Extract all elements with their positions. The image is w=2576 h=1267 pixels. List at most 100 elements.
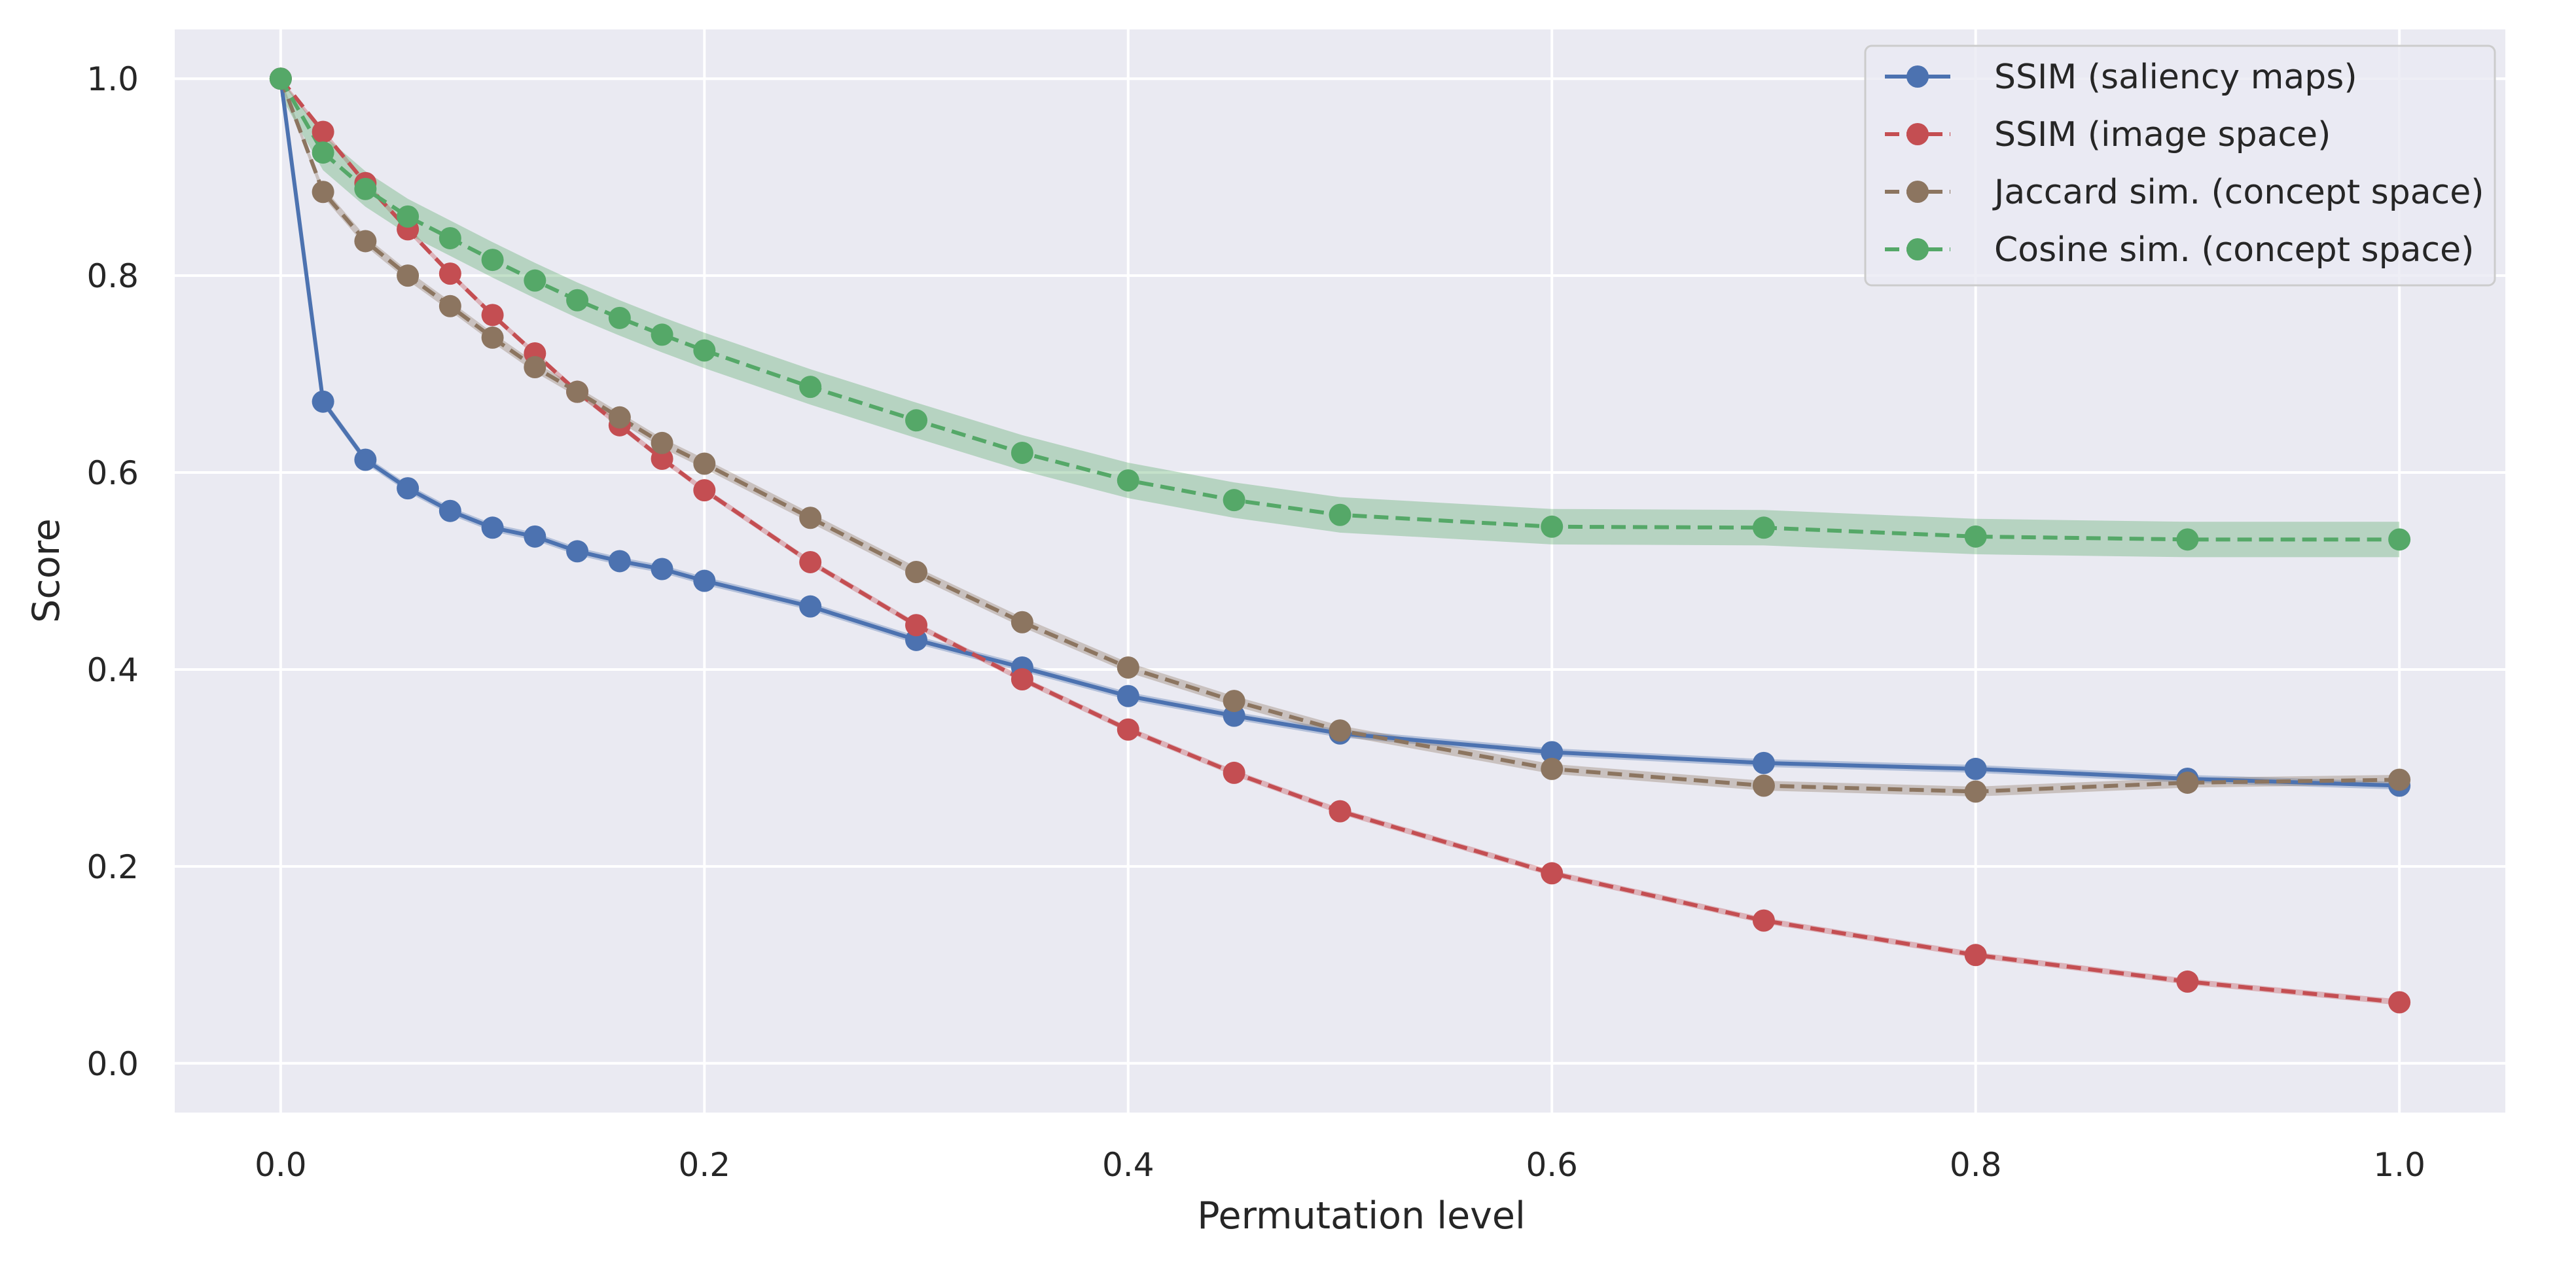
- legend-label: Jaccard sim. (concept space): [1992, 173, 2484, 212]
- data-point: [1752, 516, 1775, 539]
- data-point: [1011, 668, 1033, 690]
- data-point: [1329, 800, 1351, 823]
- legend: SSIM (saliency maps) SSIM (image space) Ja…: [1864, 45, 2496, 287]
- data-point: [1964, 757, 1987, 780]
- legend-label: Cosine sim. (concept space): [1994, 230, 2474, 270]
- series-line-1: [279, 77, 2400, 1005]
- data-point: [1964, 944, 1987, 967]
- legend-entry: SSIM (saliency maps): [1885, 58, 2357, 97]
- data-point: [1011, 441, 1033, 464]
- data-point: [693, 452, 716, 475]
- y-axis-label: Score: [25, 518, 68, 623]
- data-point: [312, 141, 334, 164]
- data-point: [651, 447, 673, 470]
- legend-marker: [1906, 238, 1929, 260]
- data-point: [354, 177, 377, 200]
- data-point: [481, 326, 504, 349]
- legend-box: [1864, 45, 2496, 287]
- data-point: [1117, 656, 1139, 679]
- data-point: [524, 525, 546, 548]
- data-point: [1541, 862, 1564, 885]
- data-point: [799, 550, 822, 573]
- y-tick-label: 0.0: [86, 1045, 139, 1083]
- data-point: [1223, 690, 1245, 713]
- legend-entry: SSIM (image space): [1885, 115, 2331, 154]
- x-tick-label: 0.8: [1950, 1146, 2002, 1184]
- data-point: [1541, 757, 1564, 780]
- data-point: [1752, 774, 1775, 797]
- data-point: [651, 558, 673, 580]
- data-point: [566, 289, 589, 312]
- data-point: [354, 448, 377, 471]
- data-point: [2176, 970, 2199, 993]
- x-tick-label: 0.2: [679, 1146, 731, 1184]
- y-axis-ticks: 0.0 0.2 0.4 0.6 0.8 1.0: [86, 60, 139, 1083]
- data-point: [524, 356, 546, 379]
- data-point: [2388, 991, 2411, 1014]
- data-point: [1964, 780, 1987, 803]
- data-point: [651, 323, 673, 346]
- data-point: [799, 595, 822, 618]
- data-point: [1752, 751, 1775, 774]
- data-point: [438, 294, 461, 317]
- data-point: [1223, 761, 1245, 784]
- data-point: [1329, 719, 1351, 742]
- data-point: [438, 226, 461, 249]
- data-point: [2388, 768, 2411, 791]
- x-axis-ticks: 0.0 0.2 0.4 0.6 0.8 1.0: [255, 1146, 2425, 1184]
- data-point: [2176, 528, 2199, 551]
- y-tick-label: 0.2: [86, 848, 139, 886]
- data-point: [693, 479, 716, 502]
- series-line-0: [278, 78, 2400, 788]
- data-point: [693, 569, 716, 592]
- x-axis-label: Permutation level: [1197, 1194, 1526, 1238]
- data-point: [438, 499, 461, 522]
- data-point: [312, 120, 334, 143]
- series-markers-3: [269, 67, 2411, 551]
- data-point: [481, 516, 504, 539]
- data-point: [905, 409, 928, 432]
- legend-marker: [1906, 65, 1929, 88]
- legend-marker: [1906, 123, 1929, 145]
- data-point: [1329, 503, 1351, 526]
- legend-entry: Cosine sim. (concept space): [1885, 230, 2474, 270]
- data-point: [566, 540, 589, 563]
- data-point: [608, 406, 631, 429]
- data-point: [799, 376, 822, 399]
- series-points: [269, 67, 2411, 1014]
- y-tick-label: 0.4: [86, 651, 139, 689]
- data-point: [1541, 741, 1564, 764]
- data-point: [354, 230, 377, 253]
- series-line-3: [279, 77, 2400, 542]
- data-point: [312, 390, 334, 413]
- data-point: [312, 181, 334, 204]
- y-tick-label: 0.8: [86, 257, 139, 295]
- legend-label: SSIM (saliency maps): [1994, 58, 2357, 97]
- data-point: [608, 306, 631, 329]
- data-point: [608, 550, 631, 573]
- data-point: [799, 507, 822, 529]
- x-tick-label: 0.0: [255, 1146, 307, 1184]
- data-point: [397, 264, 420, 287]
- data-point: [438, 262, 461, 285]
- data-point: [651, 431, 673, 454]
- data-point: [1223, 489, 1245, 512]
- data-point: [1964, 525, 1987, 548]
- data-point: [566, 380, 589, 403]
- data-point: [1117, 469, 1139, 492]
- x-tick-label: 0.4: [1102, 1146, 1154, 1184]
- x-tick-label: 1.0: [2373, 1146, 2425, 1184]
- data-point: [481, 249, 504, 272]
- data-point: [905, 614, 928, 637]
- y-tick-label: 0.6: [86, 454, 139, 492]
- data-point: [269, 67, 292, 90]
- data-point: [481, 304, 504, 327]
- legend-marker: [1906, 181, 1929, 203]
- data-point: [1541, 515, 1564, 538]
- data-point: [524, 269, 546, 292]
- data-point: [1117, 718, 1139, 741]
- data-point: [397, 477, 420, 500]
- series-line-2: [279, 78, 2400, 794]
- series-lines: [278, 77, 2400, 1005]
